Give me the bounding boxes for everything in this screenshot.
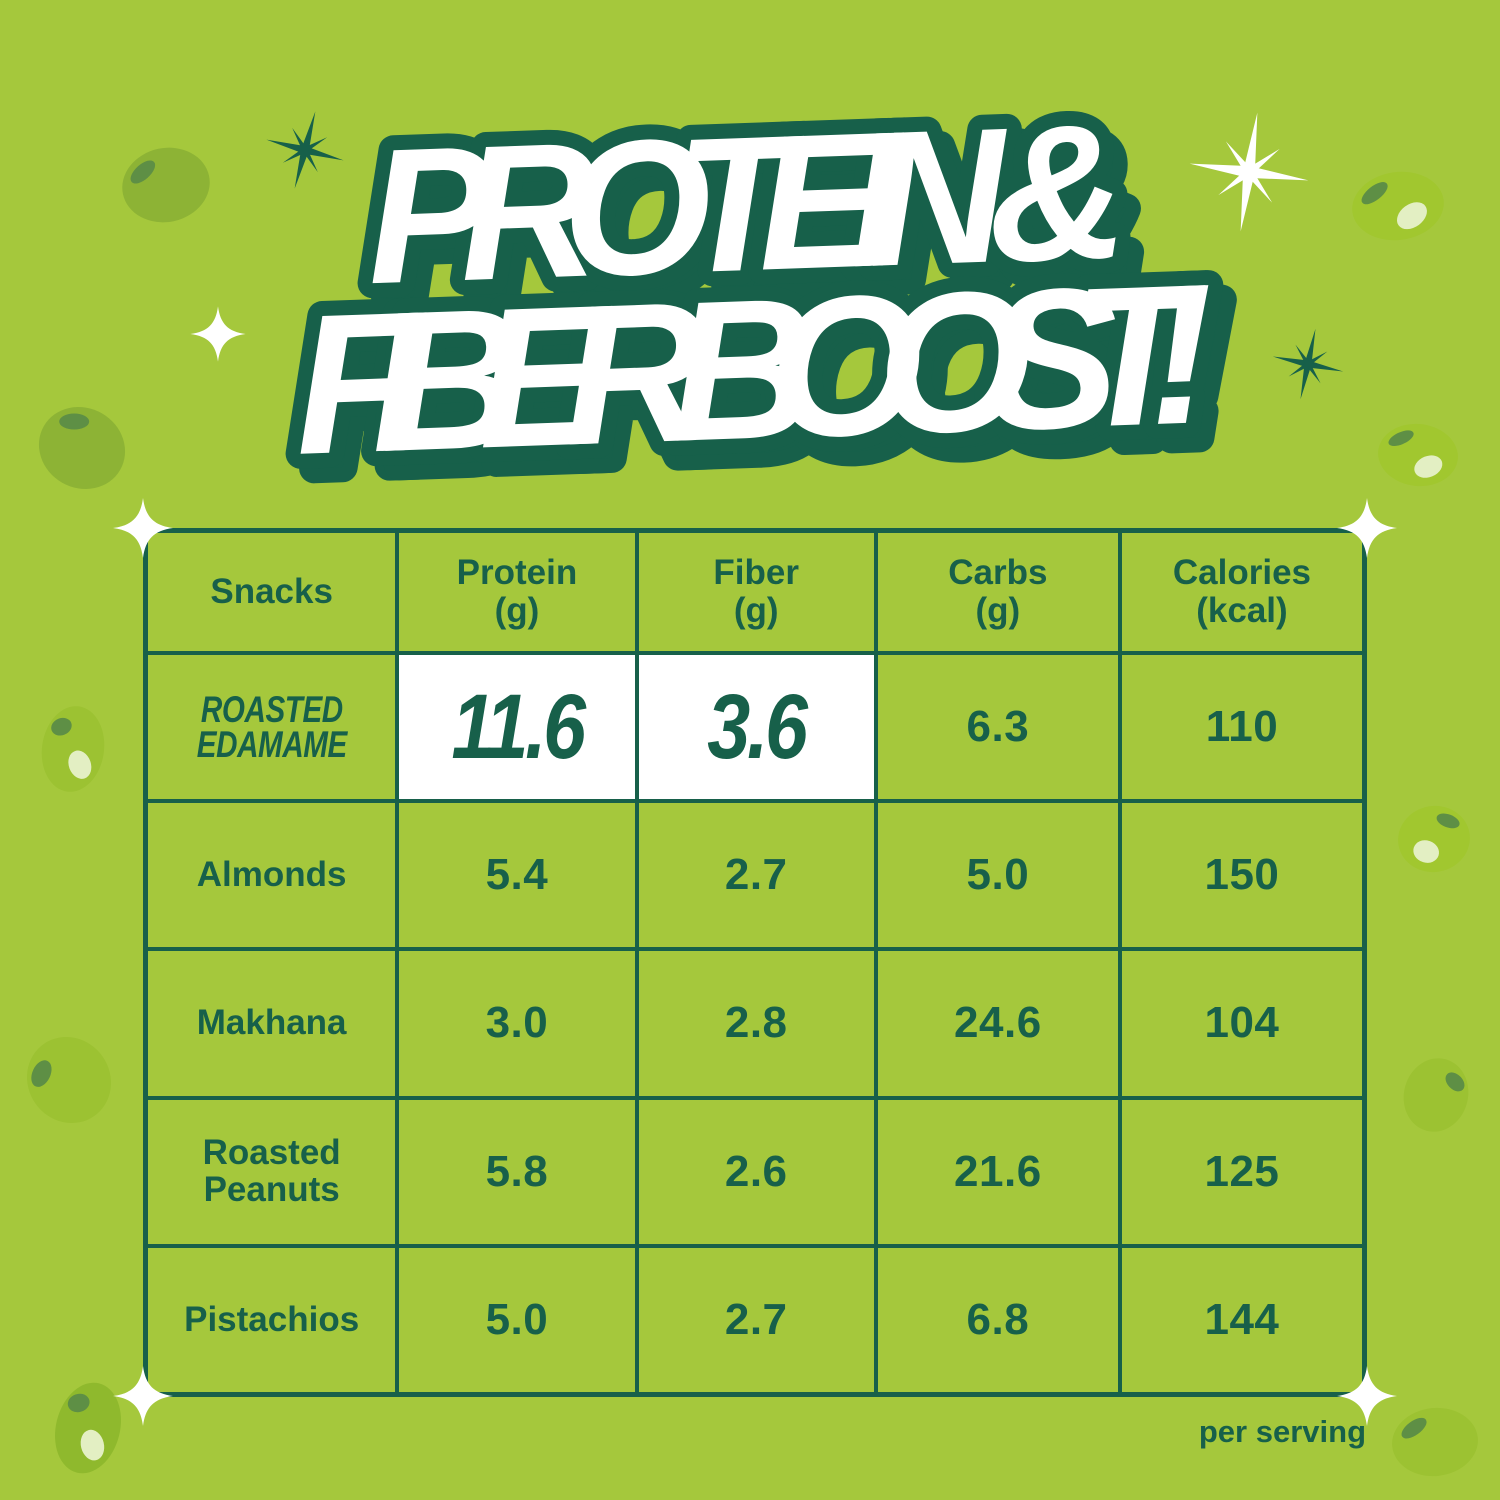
row-almonds-protein: 5.4	[399, 803, 635, 948]
row-edamame-fiber-highlight: 3.6	[638, 655, 874, 800]
title-line2: FIBER BOOST!	[291, 243, 1218, 497]
row-peanuts-protein: 5.8	[399, 1099, 635, 1244]
title-line1: PROTEIN &	[363, 83, 1130, 324]
row-almonds-fiber: 2.7	[638, 803, 874, 948]
header-cell-snacks: Snacks	[148, 533, 396, 651]
nutrition-table: Snacks Protein (g) Fiber (g) Carbs (g) Calo…	[143, 528, 1367, 1397]
row-peanuts-name: Roasted Peanuts	[148, 1099, 396, 1244]
row-peanuts-carbs: 21.6	[877, 1099, 1118, 1244]
header-cell-calories: Calories (kcal)	[1121, 533, 1362, 651]
header-cell-protein: Protein (g)	[399, 533, 635, 651]
row-edamame-carbs: 6.3	[877, 655, 1118, 800]
row-edamame-calories: 110	[1121, 655, 1362, 800]
row-edamame-protein-highlight: 11.6	[399, 655, 635, 800]
row-makhana-carbs: 24.6	[877, 951, 1118, 1096]
header-cell-fiber: Fiber (g)	[638, 533, 874, 651]
edamame-bean-icon	[1392, 800, 1476, 878]
title-shadow-line2: FIBER BOOST!	[304, 257, 1231, 511]
edamame-bean-icon	[1388, 1403, 1482, 1481]
sparkle-starburst-icon	[1272, 328, 1344, 400]
row-makhana-protein: 3.0	[399, 951, 635, 1096]
title-outline-line1: PROTEIN &	[363, 83, 1130, 324]
row-pistachios-calories: 144	[1121, 1247, 1362, 1392]
row-almonds-carbs: 5.0	[877, 803, 1118, 948]
row-edamame-name-line1: ROASTED	[200, 688, 343, 730]
per-serving-note: per serving	[1198, 1414, 1366, 1449]
row-makhana-name: Makhana	[148, 951, 396, 1096]
title-shadow-line1: PROTEIN &	[377, 97, 1144, 338]
edamame-bean-icon	[45, 1375, 131, 1481]
row-edamame-name-line2: EDAMAME	[196, 724, 348, 766]
row-makhana-fiber: 2.8	[638, 951, 874, 1096]
header-cell-carbs: Carbs (g)	[877, 533, 1118, 651]
row-edamame-name: ROASTED EDAMAME	[148, 655, 396, 800]
row-peanuts-calories: 125	[1121, 1099, 1362, 1244]
edamame-bean-icon	[1395, 1050, 1477, 1140]
title-outline-line2: FIBER BOOST!	[291, 243, 1218, 497]
edamame-bean-icon	[10, 1020, 128, 1140]
edamame-bean-icon	[36, 702, 110, 796]
sparkle-starburst-icon	[1189, 112, 1309, 232]
row-pistachios-carbs: 6.8	[877, 1247, 1118, 1392]
page-title: PROTEIN & FIBER BOOST! PROTEIN & FIBER B…	[276, 68, 1247, 520]
row-peanuts-fiber: 2.6	[638, 1099, 874, 1244]
row-makhana-calories: 104	[1121, 951, 1362, 1096]
row-pistachios-protein: 5.0	[399, 1247, 635, 1392]
row-almonds-calories: 150	[1121, 803, 1362, 948]
row-pistachios-name: Pistachios	[148, 1247, 396, 1392]
row-pistachios-fiber: 2.7	[638, 1247, 874, 1392]
sparkle-starburst-icon	[266, 111, 344, 189]
row-almonds-name: Almonds	[148, 803, 396, 948]
